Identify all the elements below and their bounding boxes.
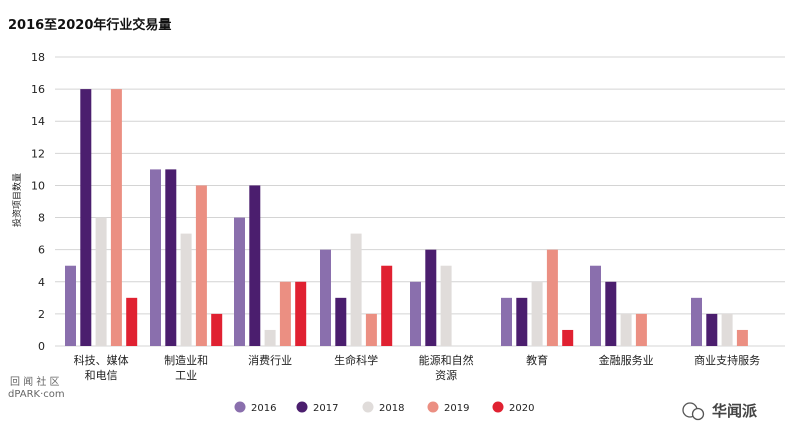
bar-2018-0 bbox=[95, 217, 107, 346]
bar-2020-0 bbox=[126, 297, 138, 346]
category-label: 消费行业 bbox=[248, 353, 292, 367]
bar-2018-4 bbox=[440, 265, 452, 346]
y-tick-label: 12 bbox=[31, 147, 45, 160]
bar-2018-5 bbox=[531, 281, 543, 346]
legend-swatch-2020 bbox=[492, 401, 504, 413]
bar-2018-7 bbox=[721, 313, 733, 346]
category-labels: 科技、媒体和电信 制造业和工业 消费行业 生命科学 能源和自然资源 教育 金融服务业 商业支持… bbox=[74, 353, 760, 382]
bar-2016-4 bbox=[410, 281, 421, 346]
bar-2017-1 bbox=[165, 169, 177, 346]
bar-2020-1 bbox=[211, 313, 223, 346]
y-tick-label: 16 bbox=[31, 83, 45, 96]
bar-2016-6 bbox=[590, 265, 601, 346]
bar-2016-1 bbox=[150, 169, 161, 346]
bar-2016-7 bbox=[691, 297, 702, 346]
y-tick-label: 2 bbox=[38, 308, 45, 321]
y-tick-label: 4 bbox=[38, 276, 45, 289]
legend-swatch-2019 bbox=[427, 401, 439, 413]
y-tick-label: 10 bbox=[31, 179, 45, 192]
y-tick-label: 6 bbox=[38, 244, 45, 257]
bar-2017-2 bbox=[249, 185, 261, 346]
watermark-left-bottom: dPARK·com bbox=[8, 389, 65, 400]
y-tick-label: 8 bbox=[38, 212, 45, 225]
y-axis-label: 投资项目数量 bbox=[11, 173, 23, 227]
watermark-left-top: 回 闻 社 区 bbox=[10, 375, 60, 388]
bar-2019-5 bbox=[546, 249, 558, 346]
bar-2017-3 bbox=[335, 297, 347, 346]
legend-label-2019: 2019 bbox=[444, 403, 469, 414]
legend-swatch-2018 bbox=[362, 401, 374, 413]
legend: 2016 2017 2018 2019 2020 bbox=[234, 401, 534, 414]
bar-2017-6 bbox=[605, 281, 617, 346]
legend-label-2018: 2018 bbox=[379, 403, 404, 414]
bar-2016-3 bbox=[320, 249, 331, 346]
bar-2017-4 bbox=[425, 249, 437, 346]
y-tick-label: 0 bbox=[38, 340, 45, 353]
legend-label-2017: 2017 bbox=[313, 403, 338, 414]
category-label: 能源和自然资源 bbox=[419, 353, 474, 382]
bar-2020-3 bbox=[381, 265, 393, 346]
bar-2017-5 bbox=[516, 297, 528, 346]
legend-label-2020: 2020 bbox=[509, 403, 534, 414]
category-label: 科技、媒体和电信 bbox=[74, 353, 129, 382]
category-label: 制造业和工业 bbox=[164, 353, 208, 382]
bars bbox=[65, 89, 748, 346]
bar-2017-0 bbox=[80, 89, 92, 346]
bar-2019-2 bbox=[279, 281, 291, 346]
category-label: 金融服务业 bbox=[599, 353, 654, 367]
bar-2018-2 bbox=[264, 329, 276, 346]
bar-2017-7 bbox=[706, 313, 718, 346]
watermark-right: 华闻派 bbox=[712, 402, 758, 420]
wechat-icon bbox=[682, 402, 705, 421]
bar-2018-3 bbox=[350, 233, 362, 346]
category-label: 教育 bbox=[526, 353, 548, 367]
bar-2018-1 bbox=[180, 233, 192, 346]
bar-2020-2 bbox=[295, 281, 307, 346]
bar-2019-3 bbox=[365, 313, 377, 346]
y-tick-label: 18 bbox=[31, 51, 45, 64]
bar-2019-6 bbox=[635, 313, 647, 346]
category-label: 商业支持服务 bbox=[694, 353, 760, 367]
category-label: 生命科学 bbox=[334, 353, 378, 367]
bar-2020-5 bbox=[562, 329, 574, 346]
bar-2016-0 bbox=[65, 265, 76, 346]
bar-2016-2 bbox=[234, 217, 245, 346]
legend-swatch-2017 bbox=[296, 401, 308, 413]
y-axis-ticks: 0 2 4 6 8 10 12 14 16 18 bbox=[31, 51, 45, 353]
bar-2019-1 bbox=[195, 185, 207, 346]
bar-2019-7 bbox=[736, 329, 748, 346]
bar-2016-5 bbox=[501, 297, 512, 346]
legend-label-2016: 2016 bbox=[251, 403, 276, 414]
y-tick-label: 14 bbox=[31, 115, 45, 128]
chart-title: 2016至2020年行业交易量 bbox=[8, 18, 172, 33]
legend-swatch-2016 bbox=[234, 401, 246, 413]
bar-2018-6 bbox=[620, 313, 632, 346]
bar-2019-0 bbox=[110, 89, 122, 346]
